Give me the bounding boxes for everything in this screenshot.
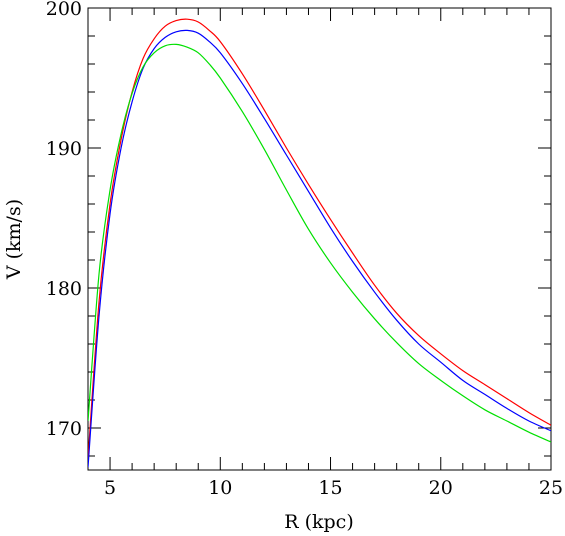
y-tick-label: 190	[46, 138, 82, 160]
plot-frame	[87, 7, 552, 471]
x-tick-label: 15	[318, 477, 342, 499]
axis-ticks	[87, 7, 552, 470]
x-tick-label: 20	[429, 477, 453, 499]
x-axis-label: R (kpc)	[284, 511, 354, 533]
y-tick-label: 170	[46, 418, 82, 440]
x-tick-label: 25	[539, 477, 563, 499]
series-line-3	[88, 43, 551, 443]
y-tick-label: 180	[46, 278, 82, 300]
tick-labels: 5 10 15 20 25 170 180 190 200	[46, 0, 563, 499]
x-tick-label: 5	[104, 477, 116, 499]
series-layer	[88, 18, 551, 468]
x-tick-label: 10	[208, 477, 232, 499]
series-line-2	[88, 29, 551, 468]
y-tick-label: 200	[46, 0, 82, 20]
y-axis-label: V (km/s)	[3, 199, 25, 280]
